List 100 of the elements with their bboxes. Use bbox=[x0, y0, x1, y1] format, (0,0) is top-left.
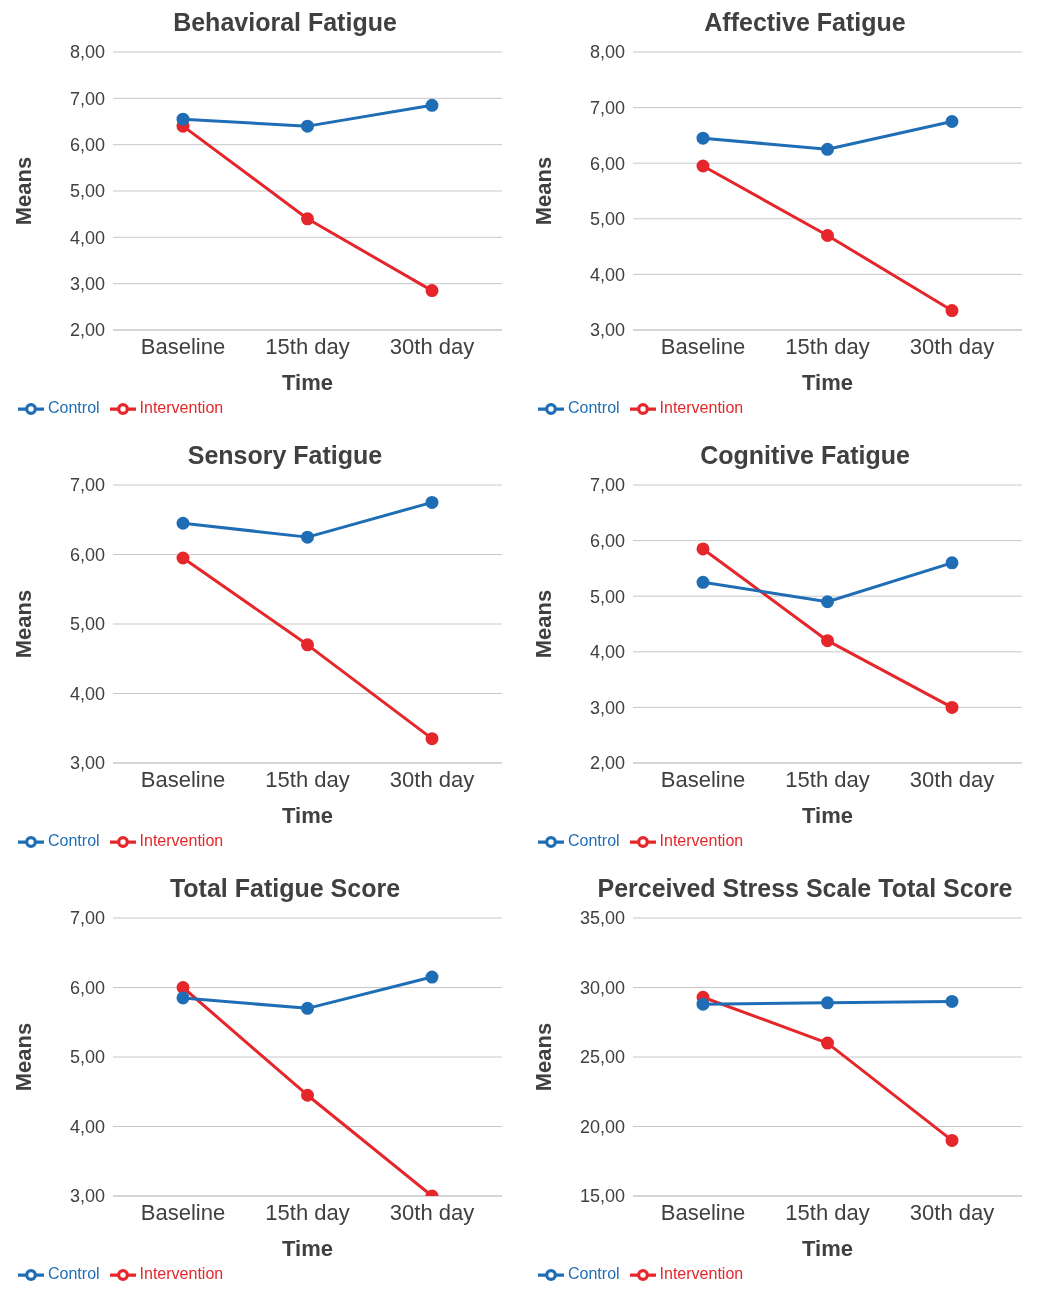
x-tick-label: 15th day bbox=[785, 766, 870, 792]
y-tick-label: 25,00 bbox=[579, 1047, 625, 1068]
point bbox=[945, 556, 959, 570]
point bbox=[176, 991, 190, 1005]
y-tick-label: 4,00 bbox=[69, 227, 105, 248]
point bbox=[821, 595, 834, 609]
point bbox=[821, 1036, 834, 1050]
y-tick-label: 5,00 bbox=[589, 209, 625, 230]
x-tick-label: Baseline bbox=[140, 1199, 226, 1225]
y-tick-label: 8,00 bbox=[69, 42, 105, 63]
point bbox=[945, 700, 959, 714]
y-tick-label: 3,00 bbox=[69, 753, 105, 774]
legend-label: Intervention bbox=[139, 1265, 224, 1283]
point bbox=[696, 575, 710, 589]
x-tick-label: 15th day bbox=[785, 1199, 870, 1225]
x-tick-label: 30th day bbox=[909, 333, 995, 359]
point bbox=[425, 98, 439, 112]
point bbox=[696, 131, 710, 145]
legend-label: Intervention bbox=[659, 832, 744, 850]
chart-title: Perceived Stress Scale Total Score bbox=[596, 874, 1014, 904]
x-tick-label: 30th day bbox=[389, 1199, 475, 1225]
legend-label: Control bbox=[568, 399, 620, 417]
y-tick-label: 8,00 bbox=[589, 42, 625, 63]
y-axis-title: Means bbox=[10, 156, 36, 226]
x-tick-label: 30th day bbox=[389, 766, 475, 792]
point bbox=[696, 159, 710, 173]
y-axis-title: Means bbox=[530, 589, 556, 659]
legend-label: Control bbox=[48, 832, 100, 850]
y-tick-label: 35,00 bbox=[579, 908, 625, 929]
y-tick-label: 4,00 bbox=[589, 642, 625, 663]
point bbox=[821, 634, 834, 648]
y-tick-label: 4,00 bbox=[69, 683, 105, 704]
legend-label: Intervention bbox=[659, 399, 744, 417]
x-tick-label: 30th day bbox=[909, 766, 995, 792]
chart-title: Cognitive Fatigue bbox=[699, 441, 911, 471]
y-tick-label: 7,00 bbox=[589, 475, 625, 496]
legend-label: Control bbox=[568, 1265, 620, 1283]
y-tick-label: 7,00 bbox=[69, 908, 105, 929]
point bbox=[945, 115, 959, 128]
x-axis-title: Time bbox=[282, 1236, 333, 1261]
chart-title: Affective Fatigue bbox=[703, 8, 907, 38]
point bbox=[696, 997, 710, 1011]
chart-title: Total Fatigue Score bbox=[168, 874, 402, 904]
x-tick-label: 30th day bbox=[909, 1199, 995, 1225]
x-axis-title: Time bbox=[802, 1236, 853, 1261]
y-tick-label: 6,00 bbox=[589, 530, 625, 551]
y-tick-label: 6,00 bbox=[69, 544, 105, 565]
point bbox=[301, 1001, 314, 1015]
x-axis-title: Time bbox=[802, 803, 853, 828]
point bbox=[945, 304, 959, 318]
y-tick-label: 5,00 bbox=[69, 1047, 105, 1068]
point bbox=[425, 495, 439, 509]
legend-label: Control bbox=[48, 399, 100, 417]
y-tick-label: 2,00 bbox=[69, 320, 105, 341]
legend-label: Intervention bbox=[139, 399, 224, 417]
chart-title: Sensory Fatigue bbox=[186, 441, 384, 471]
x-tick-label: Baseline bbox=[140, 766, 226, 792]
legend-label: Intervention bbox=[139, 832, 224, 850]
x-tick-label: Baseline bbox=[660, 766, 746, 792]
y-tick-label: 2,00 bbox=[589, 753, 625, 774]
legend-label: Intervention bbox=[659, 1265, 744, 1283]
x-tick-label: 15th day bbox=[785, 333, 870, 359]
legend-label: Control bbox=[568, 832, 620, 850]
y-tick-label: 7,00 bbox=[589, 97, 625, 118]
x-tick-label: Baseline bbox=[660, 333, 746, 359]
point bbox=[945, 994, 959, 1008]
legend-label: Control bbox=[48, 1265, 100, 1283]
x-tick-label: 15th day bbox=[265, 1199, 350, 1225]
x-tick-label: 15th day bbox=[265, 333, 350, 359]
point bbox=[301, 212, 314, 226]
y-tick-label: 3,00 bbox=[589, 697, 625, 718]
y-tick-label: 3,00 bbox=[69, 274, 105, 295]
y-tick-label: 6,00 bbox=[69, 977, 105, 998]
y-tick-label: 3,00 bbox=[69, 1186, 105, 1207]
point bbox=[176, 551, 190, 565]
point bbox=[176, 112, 190, 126]
point bbox=[301, 638, 314, 652]
y-tick-label: 5,00 bbox=[589, 586, 625, 607]
y-tick-label: 30,00 bbox=[579, 977, 625, 998]
point bbox=[176, 981, 190, 994]
point bbox=[425, 284, 439, 298]
y-axis-title: Means bbox=[530, 1022, 556, 1092]
y-tick-label: 4,00 bbox=[69, 1116, 105, 1137]
point bbox=[301, 119, 314, 133]
point bbox=[945, 1133, 959, 1147]
x-axis-title: Time bbox=[802, 370, 853, 395]
y-axis-title: Means bbox=[10, 1022, 36, 1092]
point bbox=[821, 228, 834, 242]
y-axis-title: Means bbox=[10, 589, 36, 659]
point bbox=[821, 996, 834, 1010]
y-tick-label: 5,00 bbox=[69, 614, 105, 635]
y-tick-label: 7,00 bbox=[69, 475, 105, 496]
y-tick-label: 15,00 bbox=[579, 1186, 625, 1207]
point bbox=[696, 542, 710, 556]
x-tick-label: 30th day bbox=[389, 333, 475, 359]
point bbox=[301, 530, 314, 544]
chart-title: Behavioral Fatigue bbox=[172, 8, 398, 38]
point bbox=[425, 970, 439, 984]
y-tick-label: 5,00 bbox=[69, 181, 105, 202]
y-tick-label: 4,00 bbox=[589, 264, 625, 285]
